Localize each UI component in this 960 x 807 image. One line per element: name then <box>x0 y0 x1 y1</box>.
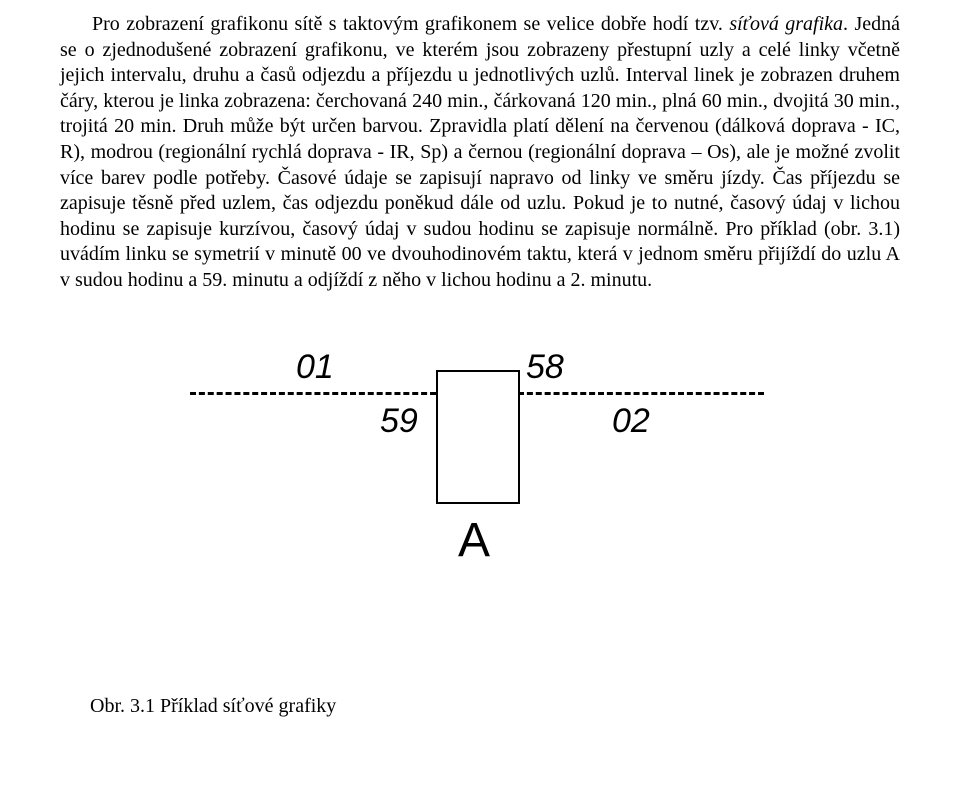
time-top-right: 58 <box>526 346 564 390</box>
paragraph: Pro zobrazení grafikonu sítě s taktovým … <box>60 12 900 294</box>
time-top-left: 01 <box>296 346 334 390</box>
figure-caption: Obr. 3.1 Příklad síťové grafiky <box>90 694 900 720</box>
para-prefix: Pro zobrazení grafikonu sítě s taktovým … <box>92 13 729 35</box>
net-graphic-diagram: 01 58 59 02 A <box>60 334 900 634</box>
para-body: . Jedná se o zjednodušené zobrazení graf… <box>60 13 900 291</box>
time-bottom-left: 59 <box>380 400 418 444</box>
time-bottom-right: 02 <box>612 400 650 444</box>
node-box <box>436 370 520 504</box>
node-label: A <box>458 510 490 571</box>
para-term: síťová grafika <box>729 13 843 35</box>
dashed-line-left <box>190 392 436 395</box>
dashed-line-right <box>518 392 764 395</box>
